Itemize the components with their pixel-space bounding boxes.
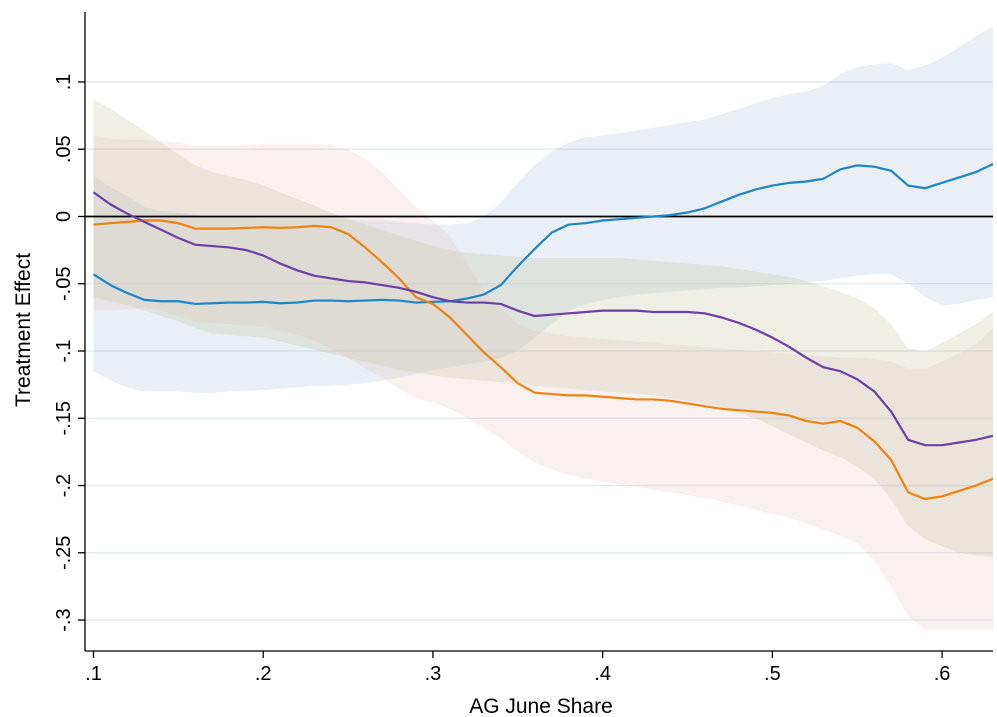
- series-lines: [92, 163, 994, 501]
- y-axis-title: Treatment Effect: [12, 253, 35, 407]
- x-tick-label-5: .6: [934, 663, 951, 685]
- y-tick-label-1: .05: [53, 135, 75, 163]
- y-tick-label-2: 0: [53, 211, 75, 222]
- x-tick-label-0: .1: [85, 663, 102, 685]
- purple-series-line: [92, 191, 994, 447]
- orange-series-line: [93, 219, 994, 501]
- y-tick-label-8: -.3: [53, 608, 75, 631]
- y-tick-label-5: -.15: [53, 401, 75, 435]
- purple-confidence-band: [93, 99, 994, 557]
- x-tick-label-4: .5: [764, 663, 781, 685]
- y-tick-label-4: -.1: [53, 339, 75, 362]
- y-tick-label-0: .1: [53, 74, 75, 91]
- axes: [78, 12, 993, 658]
- x-tick-label-1: .2: [255, 663, 272, 685]
- orange-confidence-band: [93, 135, 994, 630]
- x-tick-labels: .1 .2 .3 .4 .5 .6: [85, 663, 950, 685]
- x-tick-label-3: .4: [594, 663, 611, 685]
- y-tick-label-7: -.25: [53, 536, 75, 570]
- y-tick-label-3: -.05: [53, 267, 75, 301]
- blue-series-line: [92, 163, 994, 306]
- x-tick-label-2: .3: [425, 663, 442, 685]
- y-tick-labels: .1 .05 0 -.05 -.1 -.15 -.2 -.25 -.3: [53, 74, 75, 632]
- y-tick-label-6: -.2: [53, 474, 75, 497]
- gridlines: [85, 81, 993, 621]
- x-axis-title: AG June Share: [469, 695, 613, 717]
